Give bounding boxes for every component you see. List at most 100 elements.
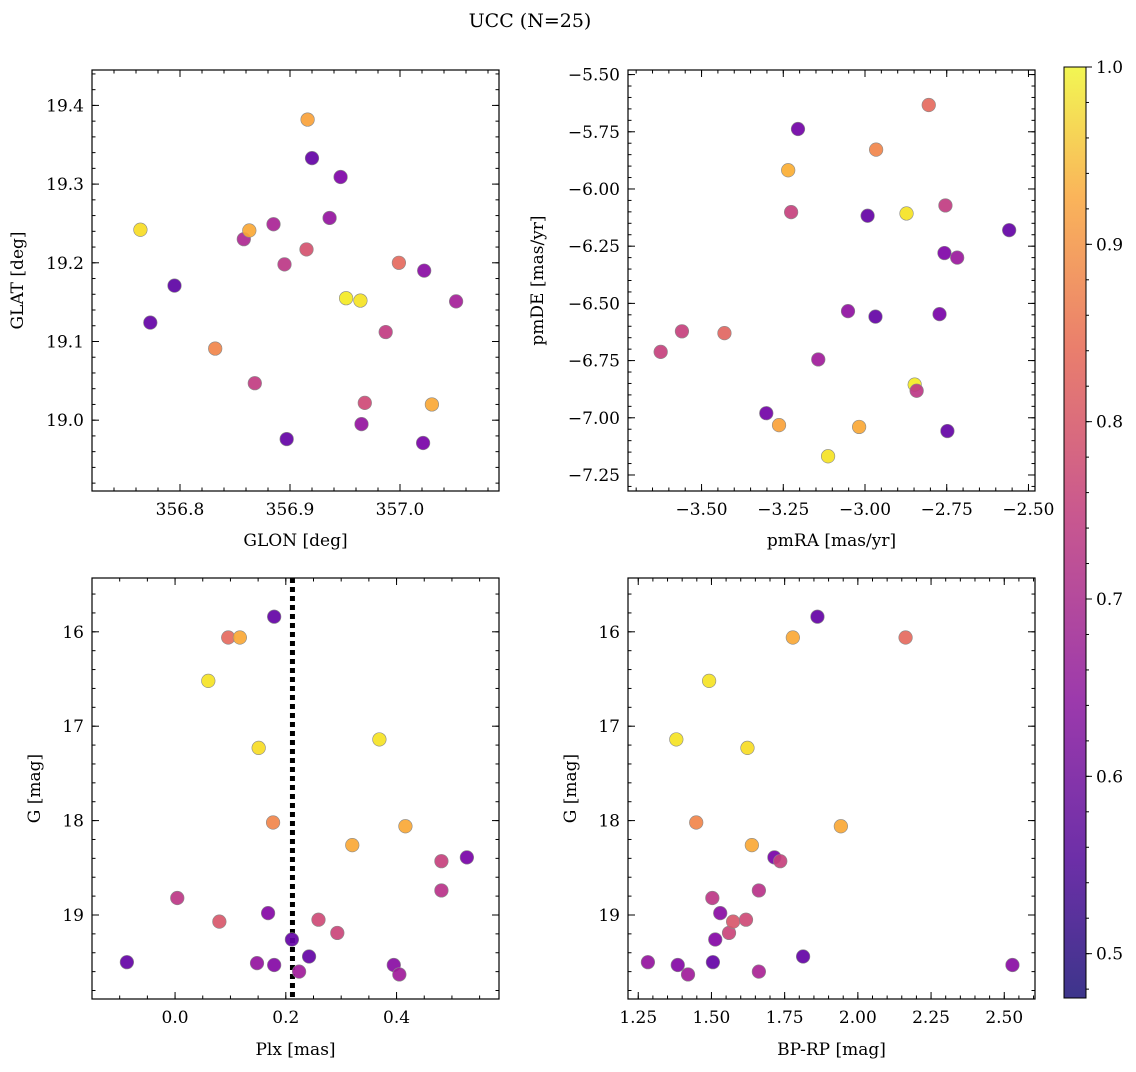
scatter-point bbox=[398, 819, 413, 834]
scatter-point bbox=[653, 344, 668, 359]
scatter-point bbox=[291, 964, 307, 979]
scatter-point bbox=[133, 222, 148, 237]
colorbar-tick-label: 0.5 bbox=[1096, 945, 1123, 965]
scatter-point bbox=[932, 307, 947, 322]
scatter-point bbox=[434, 883, 449, 898]
scatter-point bbox=[669, 732, 684, 747]
scatter-point bbox=[811, 352, 826, 367]
scatter-point bbox=[751, 964, 766, 979]
scatter-point bbox=[267, 957, 282, 973]
y-tick-label: 19.1 bbox=[46, 332, 84, 352]
scatter-point bbox=[267, 609, 282, 624]
scatter-point bbox=[284, 932, 300, 947]
scatter-point bbox=[299, 242, 314, 257]
scatter-point bbox=[208, 341, 223, 356]
colorbar-tick-label: 0.8 bbox=[1096, 413, 1123, 433]
scatter-point bbox=[417, 263, 432, 278]
scatter-point bbox=[670, 957, 685, 973]
x-tick-label: 1.50 bbox=[693, 1008, 731, 1028]
figure-title: UCC (N=25) bbox=[469, 10, 592, 32]
y-tick-label: −7.00 bbox=[568, 409, 620, 429]
scatter-point bbox=[705, 890, 720, 906]
y-tick-label: 19.3 bbox=[46, 175, 84, 195]
scatter-point bbox=[713, 906, 728, 921]
y-tick-label: 19.0 bbox=[46, 411, 84, 431]
scatter-point bbox=[726, 914, 741, 929]
scatter-point bbox=[449, 294, 464, 309]
scatter-point bbox=[785, 630, 800, 645]
y-tick-label: −6.25 bbox=[568, 237, 620, 257]
scatter-point bbox=[378, 324, 393, 340]
scatter-point bbox=[705, 955, 721, 970]
scatter-point bbox=[810, 609, 825, 624]
x-axis-label: pmRA [mas/yr] bbox=[767, 531, 896, 551]
scatter-point bbox=[751, 883, 766, 898]
x-tick-label: 2.25 bbox=[912, 1008, 950, 1028]
scatter-point bbox=[260, 906, 276, 921]
scatter-point bbox=[424, 397, 440, 412]
y-tick-label: 19.4 bbox=[46, 96, 84, 116]
scatter-point bbox=[434, 854, 449, 869]
scatter-point bbox=[247, 376, 262, 391]
scatter-point bbox=[781, 163, 796, 178]
scatter-point bbox=[1005, 957, 1020, 973]
scatter-point bbox=[170, 890, 185, 906]
scatter-point bbox=[242, 223, 257, 238]
scatter-point bbox=[738, 912, 754, 927]
scatter-point bbox=[899, 206, 914, 221]
scatter-point bbox=[249, 956, 265, 971]
scatter-point bbox=[840, 304, 856, 319]
x-tick-label: 356.8 bbox=[156, 500, 205, 520]
x-tick-label: −2.75 bbox=[921, 500, 973, 520]
scatter-point bbox=[300, 112, 315, 127]
scatter-point bbox=[232, 630, 247, 645]
scatter-point bbox=[212, 914, 227, 929]
scatter-point bbox=[950, 250, 965, 265]
scatter-point bbox=[708, 932, 723, 947]
scatter-point bbox=[938, 198, 953, 213]
x-axis-label: Plx [mas] bbox=[255, 1040, 335, 1060]
colorbar-tick-label: 1.0 bbox=[1096, 58, 1123, 78]
y-tick-label: 19.2 bbox=[46, 254, 84, 274]
panel-plx-g: 0.0 0.2 0.4 16 17 18 19 Plx [mas] G [mag] bbox=[25, 577, 500, 1060]
scatter-point bbox=[277, 257, 292, 272]
scatter-point bbox=[640, 955, 656, 970]
y-tick-label: 19 bbox=[62, 906, 84, 926]
scatter-point bbox=[339, 291, 354, 306]
scatter-point bbox=[869, 142, 884, 157]
y-tick-label: −5.50 bbox=[568, 66, 620, 86]
y-tick-label: 16 bbox=[598, 623, 620, 643]
x-tick-label: 357.0 bbox=[376, 500, 425, 520]
scatter-point bbox=[689, 815, 704, 830]
scatter-point bbox=[795, 949, 811, 964]
scatter-point bbox=[201, 673, 216, 688]
x-tick-label: 1.25 bbox=[619, 1008, 657, 1028]
x-tick-label: 0.4 bbox=[383, 1008, 410, 1028]
scatter-point bbox=[311, 912, 326, 927]
x-tick-label: 356.9 bbox=[266, 500, 315, 520]
scatter-point bbox=[937, 245, 952, 261]
scatter-point bbox=[680, 967, 696, 982]
scatter-point bbox=[330, 925, 345, 941]
scatter-point bbox=[773, 854, 788, 869]
y-tick-label: −6.75 bbox=[568, 352, 620, 372]
scatter-point bbox=[167, 278, 182, 293]
scatter-point bbox=[833, 819, 848, 834]
y-axis-label: GLAT [deg] bbox=[8, 231, 28, 329]
scatter-point bbox=[333, 169, 348, 185]
scatter-point bbox=[345, 838, 360, 853]
scatter-point bbox=[852, 419, 867, 435]
y-tick-label: 16 bbox=[62, 623, 84, 643]
scatter-point bbox=[702, 673, 717, 688]
panel-frame bbox=[91, 69, 500, 492]
panel-pmra-pmde: −3.50 −3.25 −3.00 −2.75 −2.50 −7.25 −7.00 −6.75… bbox=[528, 66, 1055, 551]
y-axis-label: G [mag] bbox=[25, 754, 45, 823]
scatter-point bbox=[353, 293, 368, 308]
scatter-point bbox=[459, 850, 474, 865]
y-tick-label: −5.75 bbox=[568, 123, 620, 143]
y-tick-label: 18 bbox=[598, 812, 620, 832]
y-tick-label: −7.25 bbox=[568, 466, 620, 486]
y-tick-label: −6.50 bbox=[568, 294, 620, 314]
scatter-point bbox=[251, 740, 266, 756]
